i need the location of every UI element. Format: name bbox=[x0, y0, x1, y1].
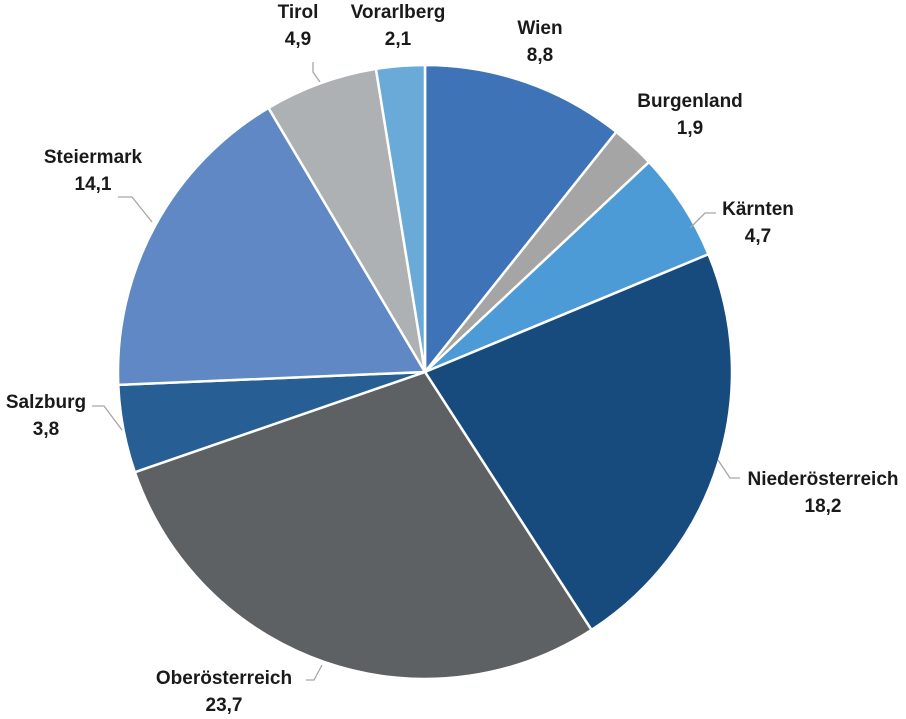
slice-label-steiermark: Steiermark bbox=[44, 147, 143, 168]
slice-label-kärnten: Kärnten bbox=[722, 199, 794, 220]
slice-label-salzburg: Salzburg bbox=[6, 392, 86, 413]
slice-label-tirol: Tirol bbox=[278, 2, 319, 23]
leader-lines bbox=[92, 62, 740, 681]
pie-slices bbox=[116, 63, 734, 681]
leader-line-tirol bbox=[312, 62, 321, 83]
slice-value-kärnten: 4,7 bbox=[745, 226, 771, 247]
leader-line-salzburg bbox=[92, 405, 123, 431]
pie-slice-vorarlberg bbox=[374, 63, 427, 374]
leader-line-steiermark bbox=[118, 196, 153, 223]
slice-label-burgenland: Burgenland bbox=[637, 91, 743, 112]
slice-value-tirol: 4,9 bbox=[285, 29, 311, 50]
leader-line-niederösterreich bbox=[717, 459, 740, 479]
leader-line-kärnten bbox=[689, 212, 716, 229]
pie-slice-oberösterreich bbox=[133, 370, 593, 681]
pie-slice-wien bbox=[423, 63, 618, 374]
slice-labels: Wien 8,8 Burgenland 1,9 Kärnten 4,7 Niederöste… bbox=[6, 2, 899, 716]
slice-value-burgenland: 1,9 bbox=[677, 118, 703, 139]
slice-value-niederösterreich: 18,2 bbox=[805, 496, 842, 517]
leader-line-oberösterreich bbox=[306, 664, 323, 681]
slice-label-vorarlberg: Vorarlberg bbox=[351, 2, 446, 23]
slice-value-steiermark: 14,1 bbox=[75, 174, 112, 195]
pie-slice-steiermark bbox=[116, 106, 427, 387]
slice-value-vorarlberg: 2,1 bbox=[385, 29, 412, 50]
slice-label-niederösterreich: Niederösterreich bbox=[747, 469, 898, 490]
slice-value-oberösterreich: 23,7 bbox=[206, 695, 243, 716]
pie-slice-niederösterreich bbox=[423, 253, 734, 632]
slice-label-oberösterreich: Oberösterreich bbox=[156, 668, 292, 689]
slice-label-wien: Wien bbox=[517, 18, 562, 39]
slice-value-wien: 8,8 bbox=[527, 45, 553, 66]
slice-value-salzburg: 3,8 bbox=[33, 419, 59, 440]
